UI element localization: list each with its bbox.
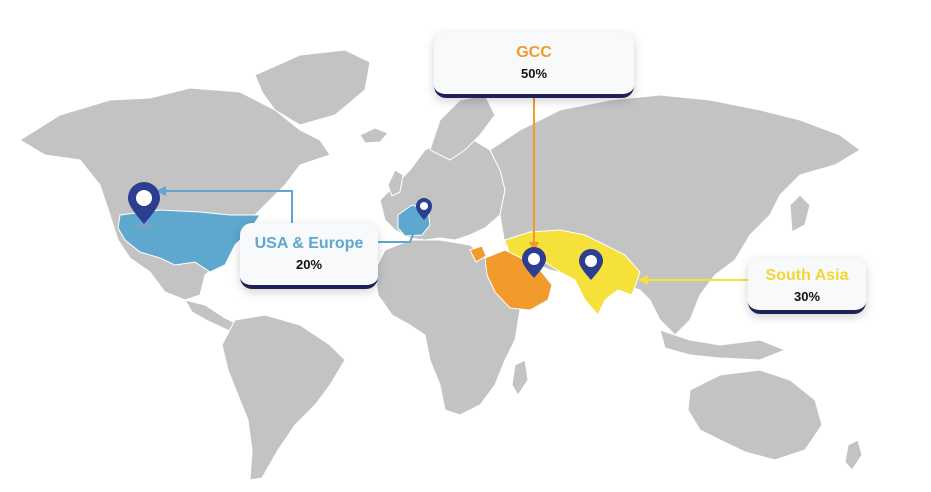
arrow-south-asia (638, 275, 648, 285)
iceland (359, 127, 389, 144)
south-america (221, 314, 346, 481)
scandinavia (429, 94, 496, 161)
southeast-asia-islands (659, 329, 787, 361)
region-value: 50% (520, 66, 548, 81)
connector-europe (378, 221, 419, 243)
arrow-europe (414, 216, 422, 227)
land-masses (19, 49, 863, 481)
arrow-usa (156, 186, 166, 196)
uk (387, 169, 404, 197)
region-label: South Asia (765, 267, 849, 284)
region-value: 30% (793, 289, 821, 304)
australia (687, 369, 823, 461)
region-card-south-asia: South Asia 30% (748, 258, 866, 314)
pin-europe-icon (416, 198, 432, 220)
connector-usa-europe (160, 190, 293, 223)
madagascar (511, 359, 529, 396)
highlight-levant (469, 245, 487, 263)
japan (789, 194, 811, 233)
pin-gcc-icon (522, 247, 546, 278)
new-zealand (844, 439, 863, 471)
region-value: 20% (295, 257, 323, 272)
pin-usa-icon (128, 182, 160, 229)
region-card-usa-europe: USA & Europe 20% (240, 223, 378, 289)
pin-south-asia-icon (579, 249, 603, 280)
region-label: USA & Europe (254, 235, 364, 252)
region-label: GCC (516, 44, 552, 61)
greenland (254, 49, 371, 126)
region-card-gcc: GCC 50% (434, 32, 634, 98)
highlight-gcc (484, 249, 553, 311)
